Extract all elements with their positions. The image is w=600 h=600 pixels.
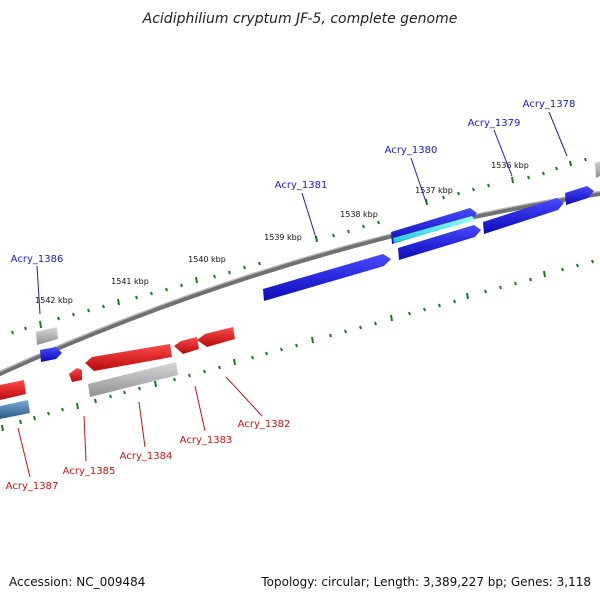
kbp-label-1539: 1539 kbp (264, 233, 302, 242)
kbp-label-1537: 1537 kbp (415, 186, 453, 195)
gene-arrow-edge-gray[interactable] (595, 160, 600, 178)
gene-label-acry-1378[interactable]: Acry_1378 (523, 99, 576, 110)
kbp-label-1542: 1542 kbp (35, 296, 73, 305)
kbp-label-1538: 1538 kbp (340, 210, 378, 219)
gene-arrow-acry-1380-overlay[interactable] (393, 216, 475, 243)
forward-callout-lines (36, 111, 568, 315)
kbp-label-1540: 1540 kbp (188, 255, 226, 264)
gene-label-acry-1383[interactable]: Acry_1383 (180, 435, 233, 446)
gene-label-acry-1380[interactable]: Acry_1380 (385, 145, 438, 156)
reverse-tick-track (1, 259, 594, 432)
major-tick-1540 (195, 276, 198, 284)
gene-arrow-acry-1379[interactable] (483, 198, 564, 234)
backbone-highlight (0, 190, 600, 373)
gene-label-acry-1385[interactable]: Acry_1385 (63, 466, 116, 477)
gene-arrow-acry-1382[interactable] (197, 327, 235, 347)
accession-text: Accession: NC_009484 (9, 575, 145, 589)
gene-arrow-acry-1384[interactable] (85, 344, 172, 371)
gene-arrow-acry-1383[interactable] (174, 337, 199, 354)
gene-arrow-acry-1387[interactable] (0, 380, 26, 400)
gene-arrow-acry-1380[interactable] (398, 225, 481, 260)
gene-label-acry-1381[interactable]: Acry_1381 (275, 180, 328, 191)
gene-arrow-acry-1385[interactable] (69, 368, 82, 382)
gene-arrow-acry-1386[interactable] (40, 347, 62, 362)
major-tick-1542 (39, 320, 42, 329)
map-title: Acidiphilium cryptum JF-5, complete geno… (142, 11, 458, 27)
genome-summary-text: Topology: circular; Length: 3,389,227 bp… (260, 575, 591, 589)
gene-arrow-acry-1378[interactable] (565, 186, 594, 205)
gene-arrow-acry-1387-b[interactable] (0, 400, 30, 419)
gene-arrow-acry-1381[interactable] (263, 254, 391, 301)
gene-label-acry-1386[interactable]: Acry_1386 (11, 254, 64, 265)
kbp-label-1541: 1541 kbp (111, 277, 149, 286)
gene-label-acry-1384[interactable]: Acry_1384 (120, 451, 173, 462)
kbp-label-1536: 1536 kbp (491, 161, 529, 170)
major-tick-1537 (425, 198, 428, 206)
gene-label-acry-1387[interactable]: Acry_1387 (6, 481, 59, 492)
major-tick-1536 (511, 176, 514, 184)
major-tick-1541 (117, 298, 120, 306)
gene-block-gray-1386[interactable] (36, 327, 58, 345)
gene-block-gray-1384[interactable] (88, 362, 178, 397)
gene-label-acry-1379[interactable]: Acry_1379 (468, 118, 521, 129)
forward-tick-track (11, 157, 587, 335)
reverse-callout-lines (17, 376, 263, 478)
gene-label-acry-1382[interactable]: Acry_1382 (238, 419, 291, 430)
backbone-arc (0, 191, 600, 377)
